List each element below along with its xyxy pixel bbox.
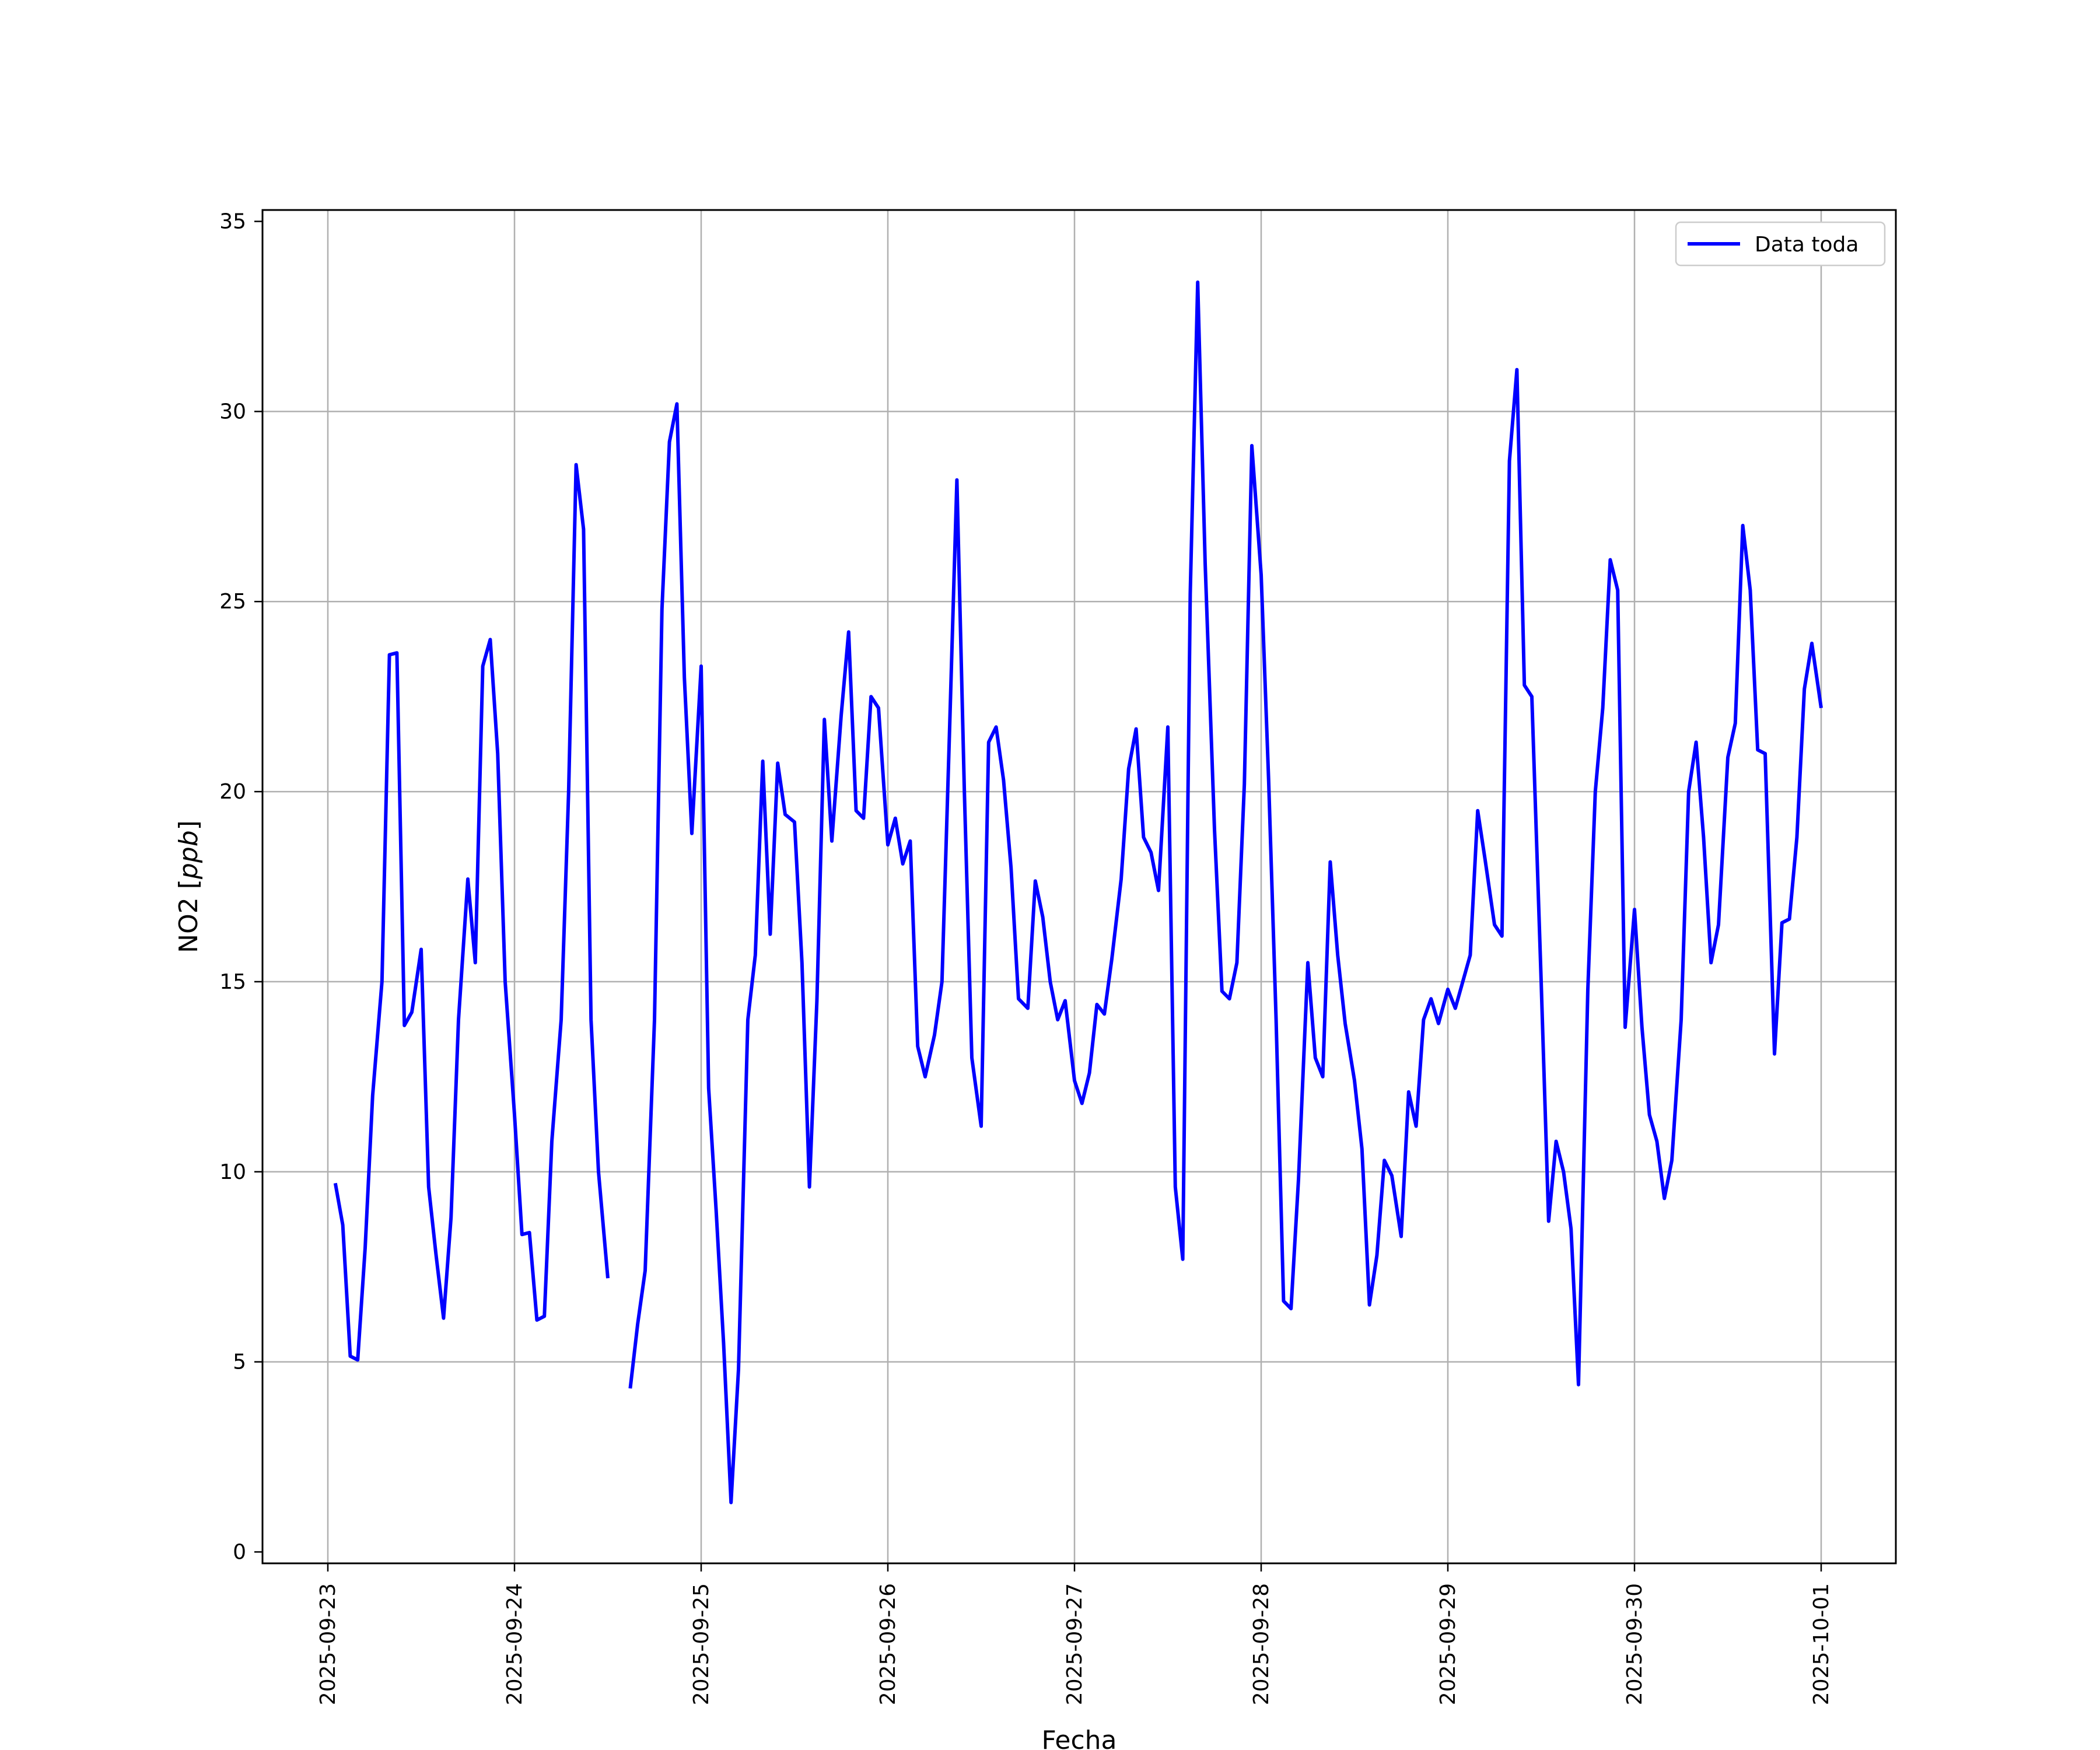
x-tick-label-8: 2025-10-01 [1810,1583,1833,1705]
x-axis-ticks: 2025-09-23 2025-09-24 2025-09-25 2025-09-26… [316,1563,1833,1705]
legend: Data toda [1675,221,1886,267]
x-tick-label-4: 2025-09-27 [1063,1583,1087,1705]
x-tick-label-3: 2025-09-26 [876,1583,900,1705]
x-tick-label-0: 2025-09-23 [316,1583,340,1705]
y-axis-ticks: 0 5 10 15 20 25 30 35 [219,210,262,1564]
y-tick-label-1: 5 [233,1350,246,1374]
x-axis-label: Fecha [1041,1726,1116,1750]
x-tick-label-1: 2025-09-24 [503,1583,527,1705]
y-axis-label-unit: ppb [174,830,204,880]
x-tick-label-2: 2025-09-25 [690,1583,713,1705]
grid-lines [262,210,1896,1563]
legend-box [1675,221,1886,267]
data-series [333,280,1823,1504]
y-tick-label-0: 0 [233,1540,246,1564]
legend-label-data-toda: Data toda [1755,233,1859,257]
y-axis-label-close-bracket: ] [174,820,204,830]
y-tick-label-4: 20 [219,780,246,804]
series-line-data-toda-segment-0 [333,463,610,1362]
y-tick-label-3: 15 [219,970,246,994]
series-line-data-toda-segment-1 [628,280,1823,1504]
y-tick-label-5: 25 [219,590,246,614]
y-axis-label-quantity: NO2 [174,897,204,953]
y-axis-label: NO2 [ppb] [174,820,204,953]
y-tick-label-6: 30 [219,400,246,424]
plot-frame [261,209,1897,1564]
x-tick-label-7: 2025-09-30 [1623,1583,1647,1705]
x-tick-label-6: 2025-09-29 [1436,1583,1460,1705]
y-tick-label-7: 35 [219,210,246,234]
x-tick-label-5: 2025-09-28 [1250,1583,1273,1705]
y-tick-label-2: 10 [219,1160,246,1184]
y-axis-label-open-bracket: [ [174,879,204,897]
